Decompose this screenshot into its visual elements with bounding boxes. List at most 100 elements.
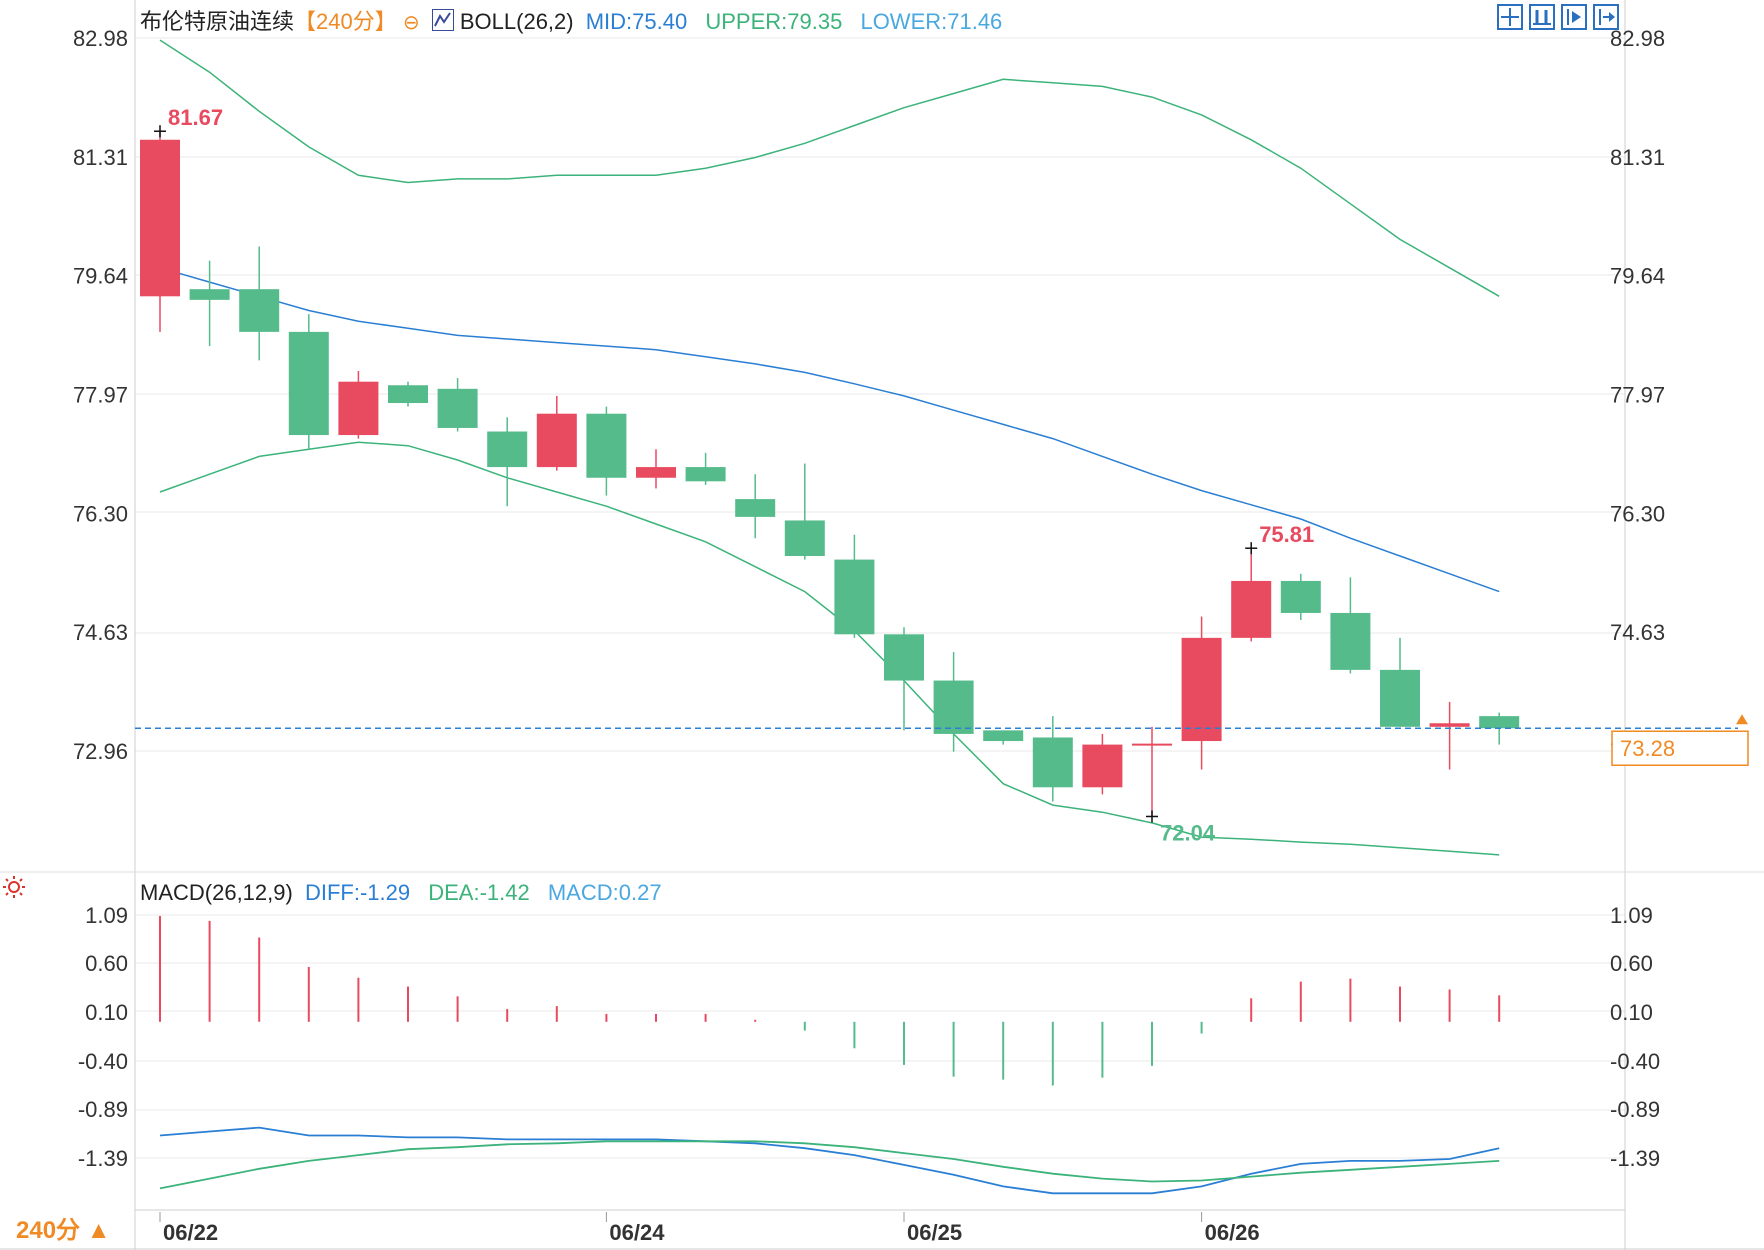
boll-upper-line <box>159 39 1500 297</box>
y-tick-label: 0.10 <box>85 1000 128 1025</box>
boll-bands <box>159 39 1500 856</box>
candle-body <box>239 289 280 332</box>
candle-body <box>685 467 726 482</box>
candle-body <box>140 139 180 297</box>
y-tick-label: 74.63 <box>1610 620 1665 645</box>
date-label: 06/22 <box>163 1220 218 1245</box>
y-tick-label: 74.63 <box>73 620 128 645</box>
main-y-ticks-left: 82.98 81.31 79.64 77.97 76.30 74.63 72.96 <box>73 26 128 764</box>
candle-body <box>834 559 875 635</box>
candle-body <box>586 413 627 478</box>
candle-body <box>1380 669 1420 727</box>
candle <box>1280 573 1321 621</box>
macd-macd-value: MACD:0.27 <box>547 880 662 905</box>
candle <box>834 534 875 638</box>
candle <box>189 260 230 347</box>
candle <box>933 652 974 752</box>
candle-body <box>536 413 577 468</box>
period-selector-button[interactable]: 240分 ▲ <box>16 1217 111 1244</box>
high-price-label: 75.81 <box>1259 522 1314 547</box>
macd-dea-line <box>159 1140 1500 1190</box>
candle-body <box>1181 637 1222 742</box>
candle <box>239 246 280 361</box>
candle-body <box>983 730 1024 742</box>
y-tick-label: -0.40 <box>78 1049 128 1074</box>
y-tick-label: 82.98 <box>73 26 128 51</box>
macd-dea-value: DEA:-1.42 <box>428 880 530 905</box>
date-label: 06/25 <box>907 1220 962 1245</box>
y-tick-label: 0.60 <box>1610 951 1653 976</box>
candle-body <box>1082 744 1123 788</box>
candle-body <box>437 388 478 428</box>
y-tick-label: 79.64 <box>1610 264 1665 289</box>
bar-chart-icon[interactable] <box>1529 4 1555 30</box>
y-tick-label: 1.09 <box>85 903 128 928</box>
y-tick-label: 1.09 <box>1610 903 1653 928</box>
candle <box>685 452 726 485</box>
candle <box>1032 716 1073 802</box>
y-tick-label: -0.40 <box>1610 1049 1660 1074</box>
candle-body <box>487 431 528 468</box>
candlestick-series <box>140 131 1520 817</box>
y-tick-label: 76.30 <box>73 501 128 526</box>
boll-mid-value: MID:75.40 <box>585 9 688 34</box>
candle <box>735 474 776 539</box>
low-price-label: 72.04 <box>1160 820 1216 845</box>
y-tick-label: 0.60 <box>85 951 128 976</box>
macd-histogram <box>159 915 1501 1086</box>
candle <box>536 395 577 471</box>
main-header: 布伦特原油连续【240分】 ⊖ BOLL(26,2) MID:75.40 UPP… <box>140 4 1002 36</box>
macd-y-ticks-right: 1.09 0.60 0.10 -0.40 -0.89 -1.39 <box>1610 903 1660 1171</box>
boll-label[interactable]: BOLL(26,2) <box>459 9 574 34</box>
step-forward-icon[interactable] <box>1593 4 1619 30</box>
boll-upper-value: UPPER:79.35 <box>705 9 843 34</box>
y-tick-label: 72.96 <box>73 739 128 764</box>
date-label: 06/26 <box>1205 1220 1260 1245</box>
candle <box>388 381 428 407</box>
macd-diff-line <box>159 1126 1500 1195</box>
macd-lines <box>159 1126 1500 1195</box>
y-tick-label: 0.10 <box>1610 1000 1653 1025</box>
zoom-icon[interactable]: ⊖ <box>402 12 420 34</box>
candle-body <box>1330 612 1371 670</box>
step-back-icon[interactable] <box>1561 4 1587 30</box>
candle-body <box>1479 716 1520 729</box>
candle <box>1330 577 1371 674</box>
candle-body <box>1429 723 1470 727</box>
macd-label[interactable]: MACD(26,12,9) <box>140 880 293 905</box>
date-axis-labels: 06/22 06/24 06/25 06/26 <box>159 1212 1260 1245</box>
main-grid <box>135 37 1625 752</box>
boll-lower-line <box>159 441 1500 856</box>
y-tick-label: 76.30 <box>1610 501 1665 526</box>
y-tick-label: -1.39 <box>1610 1146 1660 1171</box>
y-tick-label: 82.98 <box>1610 26 1665 51</box>
candle-body <box>388 385 428 404</box>
candle-body <box>338 381 379 436</box>
macd-grid <box>135 914 1625 1159</box>
candle-body <box>636 467 676 478</box>
candle <box>636 449 676 489</box>
y-tick-label: -1.39 <box>78 1146 128 1171</box>
indicator-chart-icon[interactable] <box>431 9 454 31</box>
settings-sun-icon[interactable] <box>3 876 25 898</box>
boll-mid-line <box>159 267 1500 593</box>
y-tick-label: 79.64 <box>73 264 128 289</box>
y-tick-label: 81.31 <box>73 145 128 170</box>
boll-lower-value: LOWER:71.46 <box>860 9 1003 34</box>
high-price-label: 81.67 <box>168 105 223 130</box>
y-tick-label: -0.89 <box>78 1097 128 1122</box>
candle <box>338 371 379 439</box>
current-price-value: 73.28 <box>1620 736 1675 761</box>
candle-body <box>884 634 924 681</box>
y-tick-label: 77.97 <box>73 383 128 408</box>
candle-body <box>784 520 825 557</box>
crosshair-icon[interactable] <box>1497 4 1523 30</box>
candle <box>288 314 329 450</box>
macd-y-ticks-left: 1.09 0.60 0.10 -0.40 -0.89 -1.39 <box>78 903 128 1171</box>
candle <box>140 131 180 332</box>
candle-body <box>735 499 776 517</box>
candle <box>1380 637 1420 727</box>
candle <box>784 463 825 560</box>
